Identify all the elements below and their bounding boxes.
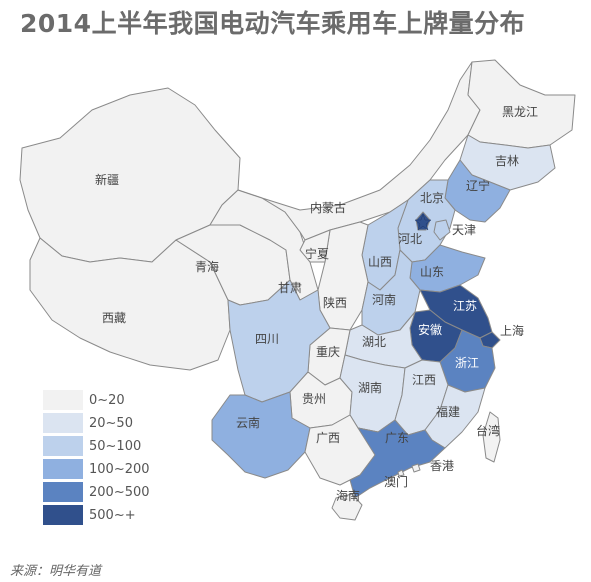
region-guangdong[interactable] [349,419,446,499]
region-fujian[interactable] [424,384,486,449]
label-hebei: 河北 [398,232,422,246]
label-taiwan: 台湾 [476,423,500,438]
legend-label: 20~50 [89,415,133,431]
map-title: 2014上半年我国电动汽车乘用车上牌量分布 [20,9,526,38]
legend-label: 0~20 [89,392,125,408]
region-tianjin[interactable] [433,219,451,241]
label-neimenggu: 内蒙古 [310,200,346,215]
label-guizhou: 贵州 [302,392,326,406]
legend-label: 500~+ [89,507,136,523]
region-sichuan[interactable] [227,279,331,403]
label-guangxi: 广西 [316,431,340,445]
label-shandong: 山东 [420,265,444,279]
label-liaoning: 辽宁 [466,178,490,193]
legend-item: 200~500 [43,482,150,502]
region-aomen[interactable] [397,469,405,477]
label-jilin: 吉林 [495,154,519,168]
capital-star-icon [414,213,432,231]
source-note: 来源：明华有道 [10,564,102,579]
label-xianggang: 香港 [430,459,454,473]
legend-swatch [43,390,83,410]
region-hainan[interactable] [331,493,363,521]
legend: 0~20 20~50 50~100 100~200 200~500 500~+ [43,390,150,528]
label-shaanxi: 陕西 [323,295,347,310]
legend-swatch [43,505,83,525]
region-xizang[interactable] [29,237,231,371]
legend-label: 100~200 [89,461,150,477]
region-heilongjiang[interactable] [467,59,576,149]
label-jiangxi: 江西 [412,373,436,387]
label-yunnan: 云南 [236,415,260,430]
region-xianggang[interactable] [411,463,421,473]
label-hainan: 海南 [336,488,360,503]
label-anhui: 安徽 [418,322,442,337]
label-henan: 河南 [372,292,396,307]
legend-swatch [43,413,83,433]
label-xinjiang: 新疆 [95,172,119,187]
label-guangdong: 广东 [385,431,409,445]
legend-swatch [43,436,83,456]
legend-item: 0~20 [43,390,150,410]
label-heilongjiang: 黑龙江 [502,105,538,119]
legend-item: 20~50 [43,413,150,433]
label-hunan: 湖南 [358,380,382,395]
label-shanxi: 山西 [368,255,392,269]
label-gansu: 甘肃 [278,281,302,295]
label-xizang: 西藏 [102,311,126,325]
label-fujian: 福建 [436,404,460,419]
legend-label: 50~100 [89,438,142,454]
legend-item: 100~200 [43,459,150,479]
label-beijing: 北京 [420,191,444,205]
legend-swatch [43,459,83,479]
legend-item: 50~100 [43,436,150,456]
label-zhejiang: 浙江 [455,356,479,370]
label-chongqing: 重庆 [316,345,340,359]
legend-item: 500~+ [43,505,150,525]
region-ningxia[interactable] [299,229,331,263]
region-shaanxi[interactable] [317,221,369,331]
legend-swatch [43,482,83,502]
label-shanghai: 上海 [500,323,524,338]
label-qinghai: 青海 [195,259,219,274]
label-ningxia: 宁夏 [305,246,329,261]
label-sichuan: 四川 [255,332,279,346]
label-jiangsu: 江苏 [453,299,477,313]
label-hubei: 湖北 [362,334,386,349]
label-tianjin: 天津 [452,223,476,237]
region-taiwan[interactable] [482,411,501,463]
label-aomen: 澳门 [384,474,408,489]
legend-label: 200~500 [89,484,150,500]
